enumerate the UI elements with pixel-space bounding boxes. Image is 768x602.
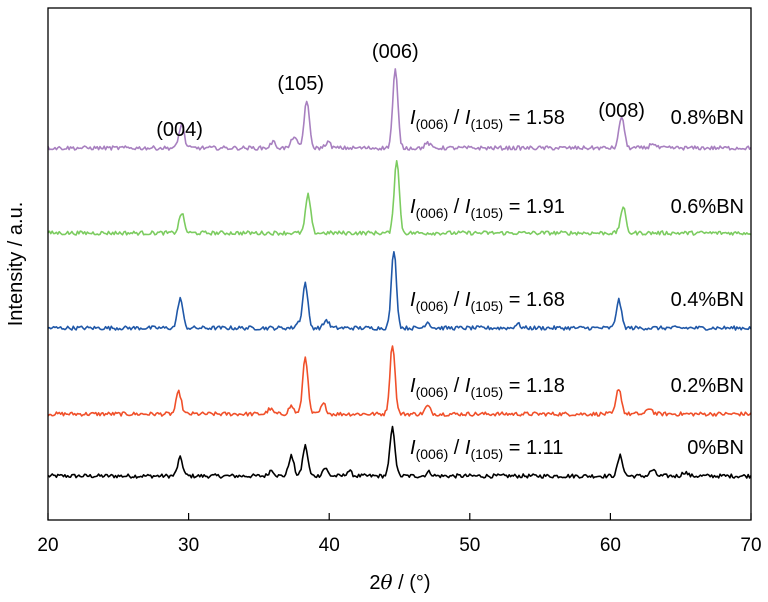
peak-label-(008): (008): [598, 100, 645, 122]
series-name-0%BN: 0%BN: [687, 437, 744, 459]
peak-label-(105): (105): [277, 73, 324, 95]
y-axis-label: Intensity / a.u.: [5, 202, 27, 327]
x-tick-label-50: 50: [459, 535, 480, 556]
series-line-0.2%BN: [47, 345, 752, 417]
peak-label-(006): (006): [372, 41, 419, 63]
label-layer: (004) (105) (006) (008) I(006) / I(105) = 1.…: [156, 41, 744, 462]
series-line-0.8%BN: [47, 68, 752, 151]
ratio-label-0.4%BN: I(006) / I(105) = 1.68: [410, 289, 565, 314]
peak-label-(004): (004): [156, 119, 203, 141]
plot-frame: [47, 7, 752, 521]
x-axis-label: 2θ / (°): [369, 570, 430, 594]
ratio-label-0.2%BN: I(006) / I(105) = 1.18: [410, 375, 565, 400]
series-name-0.8%BN: 0.8%BN: [671, 107, 744, 129]
x-tick-label-60: 60: [600, 535, 621, 556]
x-tick-label-30: 30: [178, 535, 199, 556]
ratio-label-0%BN: I(006) / I(105) = 1.11: [410, 437, 563, 462]
x-tick-label-20: 20: [37, 535, 58, 556]
x-tick-label-40: 40: [319, 535, 340, 556]
series-line-0%BN: [47, 425, 752, 479]
series-name-0.6%BN: 0.6%BN: [671, 196, 744, 218]
x-tick-label-70: 70: [740, 535, 761, 556]
series-layer: [47, 68, 752, 479]
series-line-0.4%BN: [47, 251, 752, 331]
ratio-label-0.8%BN: I(006) / I(105) = 1.58: [410, 107, 565, 132]
series-name-0.2%BN: 0.2%BN: [671, 375, 744, 397]
ratio-label-0.6%BN: I(006) / I(105) = 1.91: [410, 196, 565, 221]
series-name-0.4%BN: 0.4%BN: [671, 289, 744, 311]
series-line-0.6%BN: [47, 160, 752, 236]
x-axis-ticks: 20 30 40 50 60 70: [37, 513, 762, 556]
